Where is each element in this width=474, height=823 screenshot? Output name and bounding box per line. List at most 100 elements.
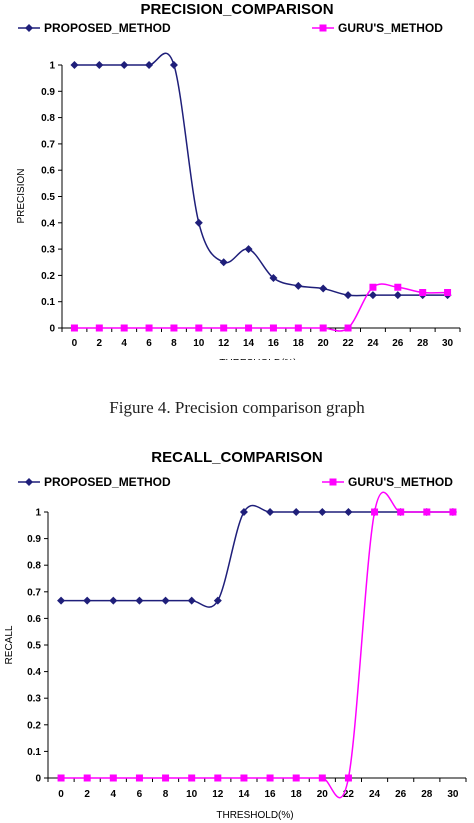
- x-tick-label: 6: [146, 338, 152, 349]
- x-tick-label: 0: [58, 789, 64, 800]
- diamond-data-point: [95, 61, 104, 69]
- y-tick-label: 0: [35, 774, 41, 785]
- diamond-data-point: [319, 284, 328, 293]
- legend-diamond-marker: [25, 478, 33, 486]
- x-tick-label: 10: [186, 789, 198, 800]
- square-data-point: [145, 324, 153, 332]
- square-data-point: [344, 774, 352, 782]
- x-tick-label: 2: [97, 338, 103, 349]
- square-data-point: [70, 324, 78, 332]
- y-tick-label: 1: [35, 508, 41, 519]
- x-tick-label: 22: [343, 338, 355, 349]
- series-line: [61, 504, 453, 608]
- x-tick-label: 20: [318, 338, 330, 349]
- diamond-data-point: [219, 258, 228, 267]
- x-tick-label: 16: [268, 338, 280, 349]
- precision-chart: PRECISION_COMPARISON PROPOSED_METHOD GURU'…: [16, 1, 461, 360]
- square-data-point: [109, 774, 117, 782]
- diamond-data-point: [266, 508, 275, 516]
- square-data-point: [269, 324, 277, 332]
- diamond-data-point: [135, 596, 144, 605]
- diamond-data-point: [318, 508, 327, 516]
- square-data-point: [318, 774, 326, 782]
- square-data-point: [57, 774, 65, 782]
- x-tick-label: 14: [243, 338, 255, 349]
- square-data-point: [319, 324, 327, 332]
- diamond-data-point: [292, 508, 301, 516]
- square-data-point: [162, 774, 170, 782]
- legend-item: GURU'S_METHOD: [312, 21, 443, 35]
- diamond-data-point: [294, 281, 303, 290]
- legend-label: PROPOSED_METHOD: [44, 21, 171, 35]
- x-tick-label: 28: [421, 789, 433, 800]
- square-data-point: [245, 324, 253, 332]
- x-tick-label: 8: [163, 789, 169, 800]
- y-axis-label: RECALL: [4, 625, 15, 664]
- square-data-point: [170, 324, 178, 332]
- square-data-point: [369, 283, 377, 291]
- square-data-point: [214, 774, 222, 782]
- x-tick-label: 20: [317, 789, 329, 800]
- diamond-data-point: [109, 596, 118, 605]
- square-data-point: [371, 508, 379, 516]
- square-data-point: [220, 324, 228, 332]
- x-tick-label: 2: [84, 789, 90, 800]
- chart-title: RECALL_COMPARISON: [151, 449, 322, 466]
- series-line: [74, 283, 448, 332]
- x-tick-label: 16: [265, 789, 277, 800]
- square-data-point: [294, 324, 302, 332]
- legend-label: GURU'S_METHOD: [338, 21, 443, 35]
- diamond-data-point: [244, 245, 253, 254]
- y-tick-label: 0.6: [41, 166, 55, 177]
- y-tick-label: 0.7: [27, 587, 41, 598]
- x-tick-label: 30: [447, 789, 459, 800]
- square-data-point: [266, 774, 274, 782]
- y-tick-label: 0.2: [27, 720, 41, 731]
- legend-square-marker: [319, 24, 327, 32]
- figure-caption: Figure 4. Precision comparison graph: [109, 398, 365, 417]
- y-tick-label: 0.1: [27, 747, 41, 758]
- x-tick-label: 26: [392, 338, 404, 349]
- square-data-point: [95, 324, 103, 332]
- y-tick-label: 0.5: [41, 192, 55, 203]
- legend-item: PROPOSED_METHOD: [18, 475, 171, 489]
- x-tick-label: 22: [343, 789, 355, 800]
- y-tick-label: 0.8: [41, 113, 55, 124]
- series-line: [74, 52, 448, 297]
- y-tick-label: 0.9: [41, 87, 55, 98]
- y-tick-label: 0.1: [41, 297, 55, 308]
- y-axis-label: PRECISION: [16, 168, 27, 223]
- diamond-data-point: [368, 291, 377, 300]
- x-tick-label: 12: [218, 338, 230, 349]
- legend-item: GURU'S_METHOD: [322, 475, 453, 489]
- x-tick-label: 18: [293, 338, 305, 349]
- diamond-data-point: [120, 61, 129, 69]
- square-data-point: [135, 774, 143, 782]
- series-gurus-method: [70, 283, 452, 332]
- diamond-data-point: [187, 596, 196, 605]
- x-tick-label: 6: [137, 789, 143, 800]
- x-tick-label: 28: [417, 338, 429, 349]
- x-tick-label: 4: [111, 789, 117, 800]
- x-axis-label: THRESHOLD(%): [216, 810, 293, 821]
- series-proposed-method: [57, 504, 457, 608]
- y-tick-label: 1: [49, 61, 55, 72]
- x-tick-label: 24: [369, 789, 381, 800]
- square-data-point: [195, 324, 203, 332]
- y-tick-label: 0: [49, 324, 55, 335]
- x-tick-label: 12: [212, 789, 224, 800]
- y-tick-label: 0.3: [27, 694, 41, 705]
- chart-title: PRECISION_COMPARISON: [140, 1, 333, 18]
- x-tick-label: 10: [193, 338, 205, 349]
- legend-label: PROPOSED_METHOD: [44, 475, 171, 489]
- diamond-data-point: [194, 218, 203, 227]
- diamond-data-point: [145, 61, 154, 69]
- series-line: [61, 491, 453, 799]
- y-tick-label: 0.5: [27, 641, 41, 652]
- y-tick-label: 0.6: [27, 614, 41, 625]
- legend-diamond-marker: [25, 24, 33, 32]
- y-tick-label: 0.3: [41, 245, 55, 256]
- diamond-data-point: [57, 596, 66, 605]
- diamond-data-point: [393, 291, 402, 300]
- square-data-point: [83, 774, 91, 782]
